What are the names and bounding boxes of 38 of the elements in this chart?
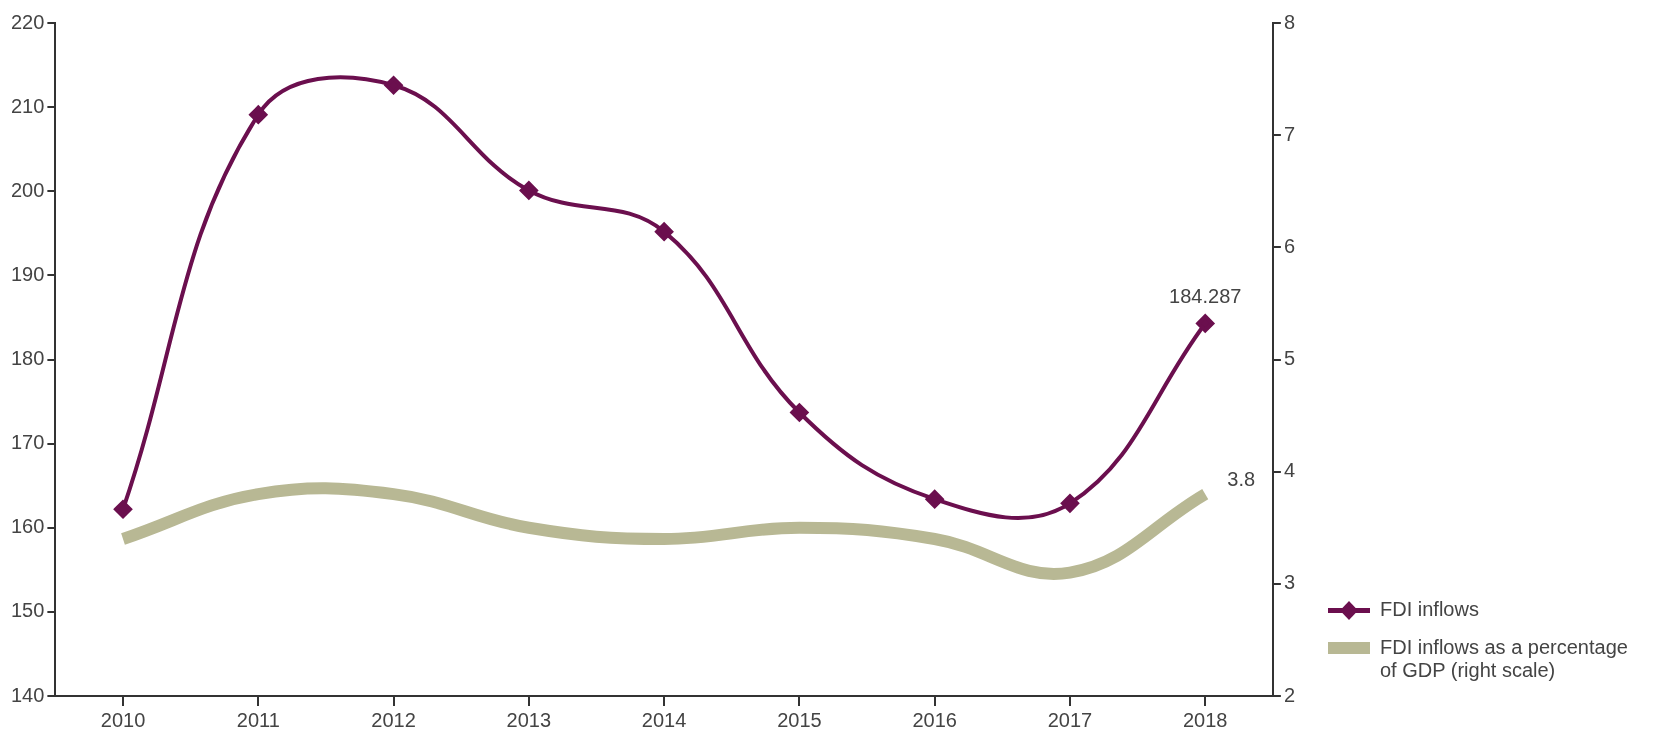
point xyxy=(114,500,133,519)
point xyxy=(384,76,403,95)
x-tick-label: 2015 xyxy=(777,708,822,731)
data-label: 3.8 xyxy=(1227,467,1256,490)
point xyxy=(655,222,674,241)
y-tick-label: 180 xyxy=(10,347,45,370)
point xyxy=(925,490,944,509)
y2-tick-label: 4 xyxy=(1283,459,1295,482)
y2-tick-label: 7 xyxy=(1283,122,1295,145)
x-tick-label: 2018 xyxy=(1182,708,1228,731)
x-tick-label: 2010 xyxy=(100,708,146,731)
y2-tick-label: 3 xyxy=(1283,571,1295,594)
point xyxy=(249,105,268,124)
y-tick-label: 210 xyxy=(10,94,45,117)
x-tick-label: 2016 xyxy=(912,708,957,731)
y2-tick-label: 8 xyxy=(1283,10,1295,33)
y2-tick-label: 6 xyxy=(1283,234,1295,257)
x-tick-label: 2012 xyxy=(371,708,416,731)
y-tick-label: 160 xyxy=(10,515,45,538)
x-tick-label: 2013 xyxy=(506,708,552,731)
data-label: 184.287 xyxy=(1169,284,1242,307)
y-tick-label: 220 xyxy=(10,10,45,33)
x-tick-label: 2014 xyxy=(641,708,687,731)
x-tick-label: 2011 xyxy=(236,708,280,731)
y-tick-label: 190 xyxy=(10,262,45,285)
legend-label: FDI inflows xyxy=(1380,598,1479,621)
y-tick-label: 150 xyxy=(10,599,45,622)
point xyxy=(519,181,538,200)
x-tick-label: 2017 xyxy=(1047,708,1093,731)
y2-tick-label: 2 xyxy=(1283,683,1295,706)
legend-label: FDI inflows as a percentage of GDP (right scale) xyxy=(1380,636,1629,682)
y-tick-label: 170 xyxy=(10,431,45,454)
point xyxy=(1196,314,1215,333)
y-tick-label: 200 xyxy=(10,178,45,201)
point xyxy=(790,403,809,422)
point xyxy=(1060,494,1079,513)
y2-tick-label: 5 xyxy=(1283,347,1295,370)
y-tick-label: 140 xyxy=(10,683,45,706)
